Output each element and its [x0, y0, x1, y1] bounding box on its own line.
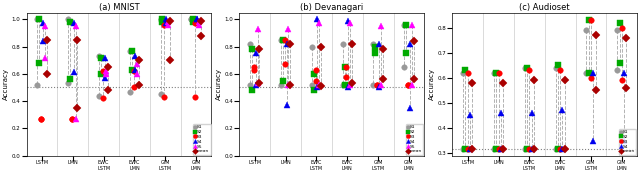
Y-axis label: Accuracy: Accuracy	[429, 68, 435, 100]
Title: (c) Audioset: (c) Audioset	[520, 3, 570, 12]
Legend: S1, S2, S3, S4, mean: S1, S2, S3, S4, mean	[619, 129, 636, 155]
Title: (a) MNIST: (a) MNIST	[99, 3, 140, 12]
Title: (b) Devanagari: (b) Devanagari	[300, 3, 364, 12]
Y-axis label: Accuracy: Accuracy	[216, 68, 221, 100]
Legend: S1, S2, S3, S4, S5, mean: S1, S2, S3, S4, S5, mean	[406, 124, 424, 155]
Legend: S1, S2, S3, S4, S5, mean: S1, S2, S3, S4, S5, mean	[193, 124, 211, 155]
Y-axis label: Accuracy: Accuracy	[3, 68, 9, 100]
